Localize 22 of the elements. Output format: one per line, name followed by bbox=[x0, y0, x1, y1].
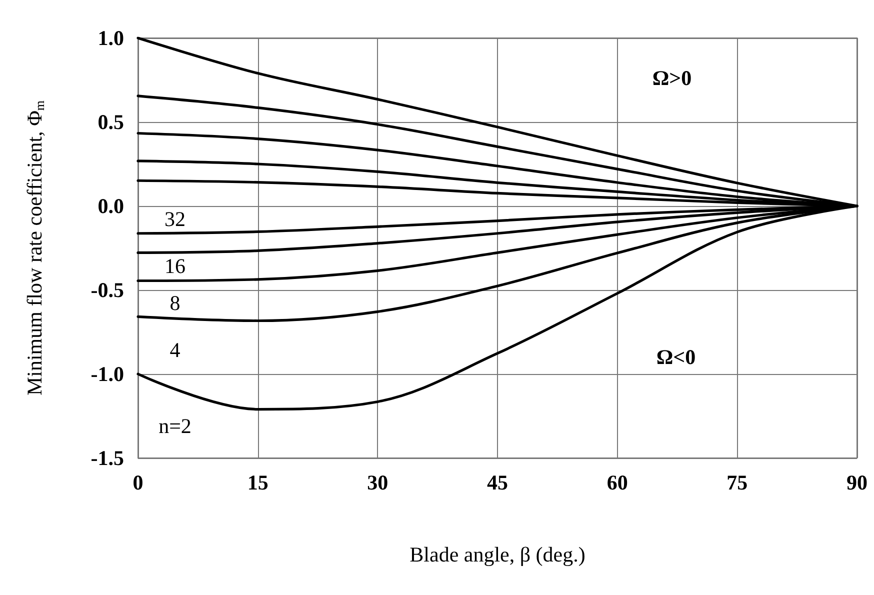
x-tick-label: 90 bbox=[846, 470, 868, 494]
y-tick-label: 0.0 bbox=[98, 194, 124, 218]
y-tick-label: 1.0 bbox=[98, 26, 124, 50]
annotation: Ω>0 bbox=[652, 66, 692, 90]
annotation: n=2 bbox=[158, 414, 192, 438]
annotation: 4 bbox=[170, 338, 181, 362]
y-tick-label: -0.5 bbox=[90, 278, 124, 302]
y-tick-label: -1.5 bbox=[90, 446, 124, 470]
x-tick-label: 0 bbox=[132, 470, 144, 494]
x-tick-label: 30 bbox=[367, 470, 388, 494]
x-tick-label: 45 bbox=[487, 470, 508, 494]
annotation: 8 bbox=[170, 291, 180, 315]
x-tick-label: 75 bbox=[726, 470, 748, 494]
annotation: Ω<0 bbox=[656, 345, 696, 369]
y-tick-label: 0.5 bbox=[98, 110, 124, 134]
annotation: 32 bbox=[164, 207, 186, 231]
x-axis-title: Blade angle, β (deg.) bbox=[410, 542, 586, 566]
x-tick-label: 60 bbox=[606, 470, 628, 494]
annotation: 16 bbox=[164, 254, 186, 278]
y-axis-title: Minimum flow rate coefficient, Φm bbox=[22, 100, 47, 396]
y-tick-label: -1.0 bbox=[90, 362, 124, 386]
x-tick-label: 15 bbox=[247, 470, 268, 494]
